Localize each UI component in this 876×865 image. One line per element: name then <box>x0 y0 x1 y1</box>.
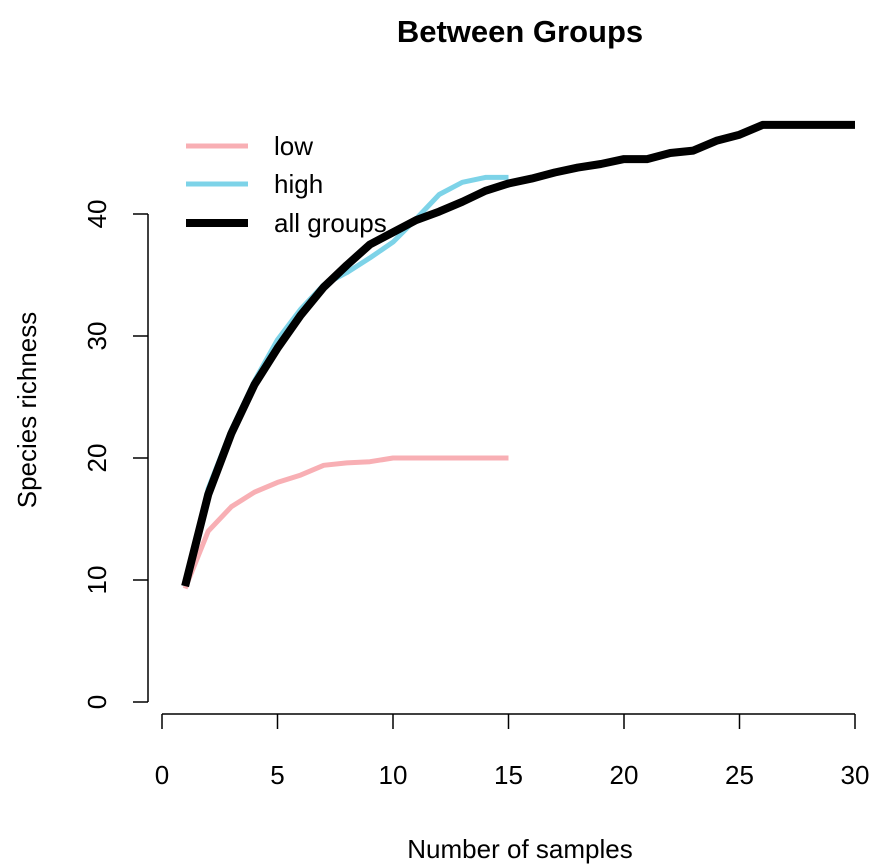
y-tick-label: 40 <box>82 200 112 229</box>
y-tick-label: 0 <box>82 695 112 709</box>
legend-label-low: low <box>274 131 313 161</box>
y-tick-label: 20 <box>82 444 112 473</box>
x-tick-label: 25 <box>725 760 754 790</box>
x-tick-label: 10 <box>379 760 408 790</box>
y-tick-label: 10 <box>82 566 112 595</box>
y-axis: 0 10 20 30 40 <box>82 200 149 709</box>
x-tick-label: 15 <box>494 760 523 790</box>
chart-title: Between Groups <box>397 14 643 49</box>
series-line-low <box>182 455 509 590</box>
x-tick-label: 30 <box>841 760 870 790</box>
legend: low high all groups <box>186 131 387 238</box>
x-tick-label: 5 <box>270 760 284 790</box>
legend-label-high: high <box>274 169 323 199</box>
x-tick-label: 0 <box>155 760 169 790</box>
x-axis-label: Number of samples <box>407 834 632 864</box>
y-tick-label: 30 <box>82 322 112 351</box>
x-tick-label: 20 <box>610 760 639 790</box>
legend-label-all-groups: all groups <box>274 208 387 238</box>
y-axis-label: Species richness <box>12 312 42 509</box>
series-layer <box>181 120 855 590</box>
series-line-all-groups <box>181 120 855 588</box>
series-line-high <box>182 174 509 587</box>
x-axis: 0 5 10 15 20 25 30 <box>155 713 870 790</box>
